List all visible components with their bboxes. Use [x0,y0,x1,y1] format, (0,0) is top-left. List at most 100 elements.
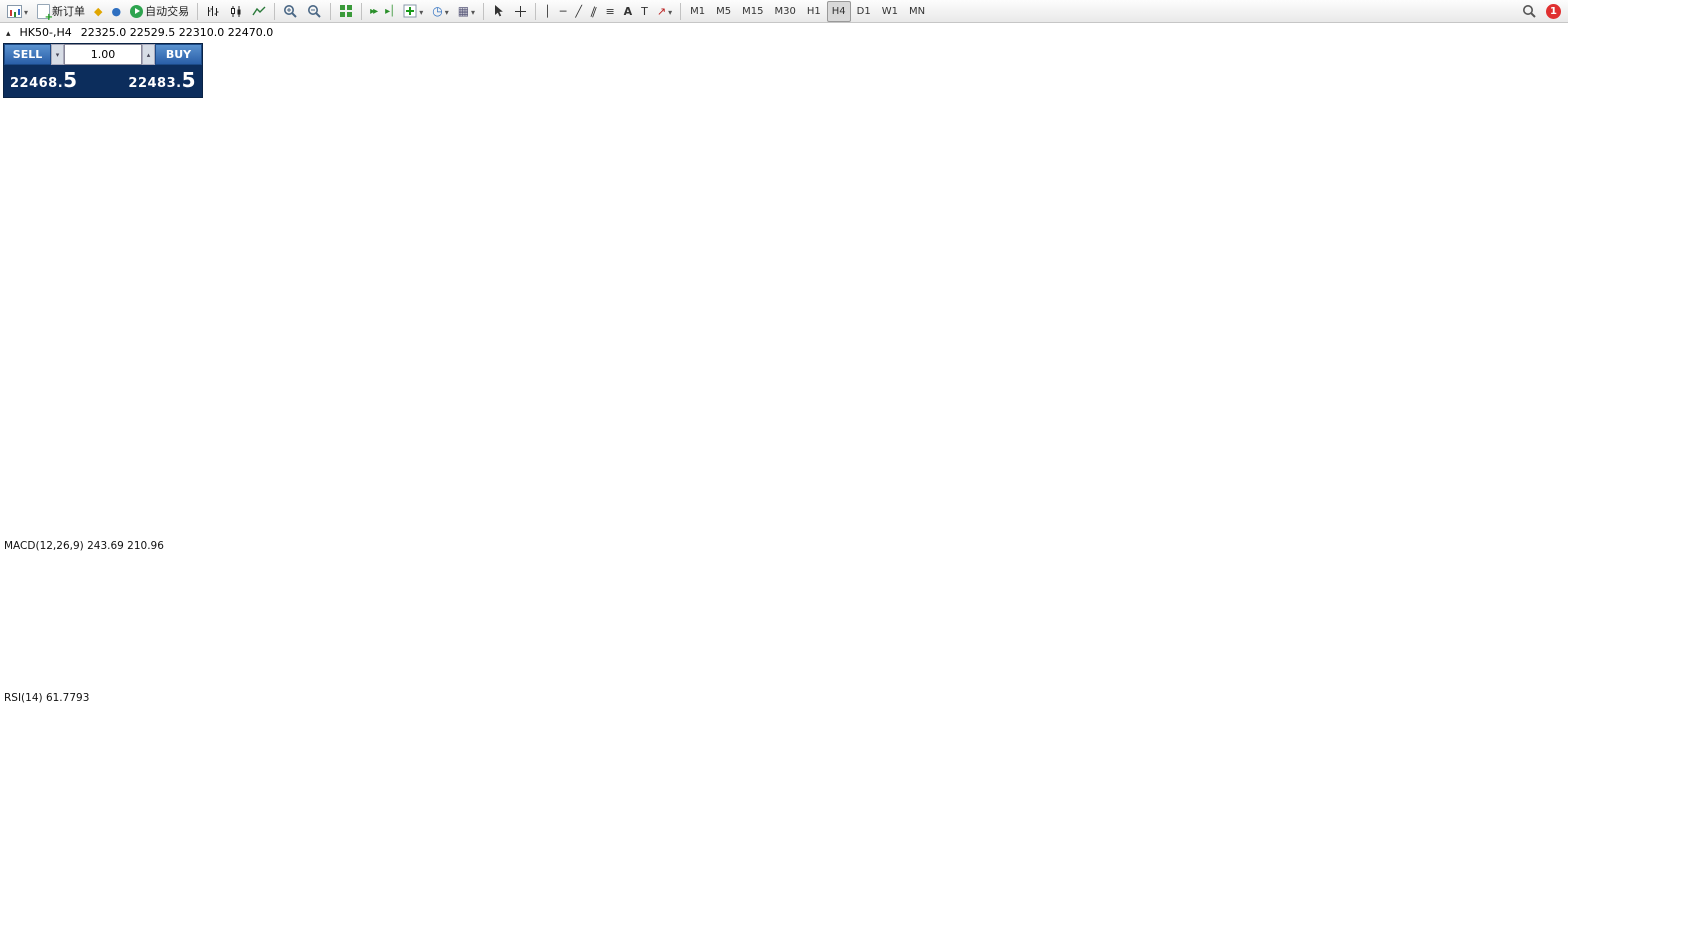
sell-price: 22468.5 [10,68,78,92]
sell-button[interactable]: SELL [4,44,51,65]
timeframe-group: M1 M5 M15 M30 H1 H4 D1 W1 MN [685,0,930,22]
volume-input[interactable] [64,44,142,65]
tile-windows-icon [340,5,353,17]
chart-shift-icon [385,5,394,17]
cursor-button[interactable] [488,1,509,22]
timeframe-m1-button[interactable]: M1 [690,5,706,17]
channel-button[interactable] [587,1,601,22]
timeframe-mn-button[interactable]: MN [908,5,926,17]
fibonacci-button[interactable] [601,1,618,22]
timeframe-d1-button[interactable]: D1 [856,5,871,17]
terminal-window-icon [111,6,121,17]
horizontal-line-button[interactable] [556,1,571,22]
templates-icon [458,5,469,17]
timeframe-m15-button[interactable]: M15 [742,5,764,17]
zoom-in-icon [284,4,297,18]
new-order-icon [37,3,53,23]
line-chart-button[interactable] [248,1,270,22]
periods-clock-icon [432,5,442,17]
indicators-icon [403,4,417,18]
autotrade-label: 自动交易 [145,5,190,18]
label-button[interactable] [637,1,652,22]
toolbar-separator [274,2,276,20]
auto-scroll-icon [370,5,376,17]
auto-scroll-button[interactable] [366,1,380,22]
toolbar-separator [680,2,682,20]
toolbar-separator [330,2,332,20]
terminal-content: 新订单 自动交易 [0,0,1568,948]
chart-area: ▴ HK50-,H4 22325.0 22529.5 22310.0 22470… [0,23,1568,948]
templates-button[interactable] [454,1,479,22]
chart-header: ▴ HK50-,H4 22325.0 22529.5 22310.0 22470… [6,26,273,39]
text-icon [624,6,633,17]
buy-button[interactable]: BUY [155,44,202,65]
line-chart-icon [252,6,266,15]
autotrade-button[interactable]: 自动交易 [126,1,193,22]
arrows-tool-icon [657,6,666,17]
trendline-button[interactable] [571,1,586,22]
timeframe-h4-button[interactable]: H4 [826,0,851,22]
timeframe-w1-button[interactable]: W1 [881,5,898,17]
bar-chart-icon [208,5,219,16]
new-order-label: 新订单 [52,5,86,18]
chart-canvas[interactable] [0,23,1568,948]
zoom-out-button[interactable] [303,1,326,22]
chevron-down-icon [24,5,28,18]
candlestick-chart-button[interactable] [225,1,247,22]
notification-count: 1 [1550,5,1557,17]
vertical-line-icon [544,6,551,17]
new-chart-icon [7,4,22,18]
volume-increase-button[interactable] [142,44,155,65]
chart-overlay: ▴ HK50-,H4 22325.0 22529.5 22310.0 22470… [0,23,1568,948]
tile-windows-button[interactable] [335,1,357,22]
new-order-button[interactable]: 新订单 [33,1,89,23]
horizontal-line-icon [560,6,567,17]
toolbar-separator [361,2,363,20]
mql-market-button[interactable] [90,1,106,22]
bar-chart-button[interactable] [202,1,224,22]
toolbar-separator [197,2,199,20]
trendline-icon [575,6,582,17]
search-icon [1523,4,1536,18]
chevron-down-icon [471,5,475,18]
candlestick-chart-icon [231,5,241,17]
search-button[interactable] [1518,1,1541,22]
autotrade-play-icon [130,4,144,18]
chart-shift-button[interactable] [381,1,398,22]
terminal-window-button[interactable] [107,1,125,22]
one-click-trading-panel: SELL BUY 22468.5 22483.5 [3,43,203,98]
arrows-tool-button[interactable] [653,1,676,22]
label-icon [641,6,648,17]
symbol-timeframe-label: HK50-,H4 [19,26,72,39]
timeframe-m30-button[interactable]: M30 [774,5,796,17]
ohlc-readout: 22325.0 22529.5 22310.0 22470.0 [80,26,274,39]
toolbar-separator [483,2,485,20]
chevron-down-icon [445,5,449,18]
crosshair-icon [515,5,527,17]
cursor-icon [495,5,503,17]
text-button[interactable] [620,1,637,22]
buy-price: 22483.5 [128,68,196,92]
toolbar: 新订单 自动交易 [0,0,1568,23]
notification-badge[interactable]: 1 [1546,3,1561,19]
zoom-in-button[interactable] [279,1,302,22]
one-click-expander-icon[interactable]: ▴ [6,29,11,39]
chevron-down-icon [419,5,423,18]
vertical-line-button[interactable] [540,1,555,22]
timeframe-h1-button[interactable]: H1 [806,5,821,17]
crosshair-button[interactable] [510,1,531,22]
zoom-out-icon [308,4,321,18]
fibonacci-icon [605,6,614,17]
timeframe-m5-button[interactable]: M5 [716,5,732,17]
macd-label: MACD(12,26,9) 243.69 210.96 [4,540,164,552]
rsi-label: RSI(14) 61.7793 [4,692,90,704]
periods-button[interactable] [428,1,453,22]
indicators-button[interactable] [399,1,427,22]
chevron-down-icon [668,5,672,18]
toolbar-separator [535,2,537,20]
mql-market-icon [94,6,102,17]
channel-icon [591,6,597,17]
volume-decrease-button[interactable] [51,44,64,65]
new-chart-button[interactable] [3,1,32,22]
